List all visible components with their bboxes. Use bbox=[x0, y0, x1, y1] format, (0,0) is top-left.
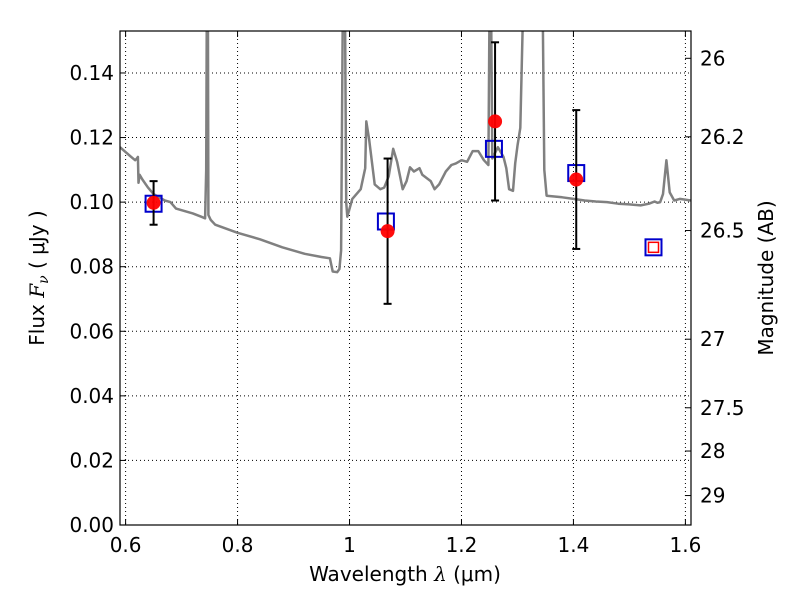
y2-tick-label: 27 bbox=[700, 327, 725, 351]
plot-frame bbox=[119, 30, 692, 526]
y2-axis-label: Magnitude (AB) bbox=[754, 200, 778, 355]
model-photometry-square bbox=[484, 139, 503, 158]
y-axis-label: Flux Fν ( μJy ) bbox=[25, 210, 53, 345]
y-tick-label: 0.00 bbox=[69, 513, 114, 537]
y2-tick-label: 26.2 bbox=[700, 125, 745, 149]
y-tick-label: 0.04 bbox=[69, 384, 114, 408]
y2-tick-label: 28 bbox=[700, 439, 725, 463]
plot-border bbox=[119, 30, 692, 526]
x-tick-label: 0.8 bbox=[222, 533, 254, 557]
y2-tick-label: 26 bbox=[700, 46, 725, 70]
model-photometry-square bbox=[644, 238, 663, 257]
observed-point bbox=[380, 224, 395, 239]
y2-tick-label: 27.5 bbox=[700, 396, 745, 420]
x-tick-label: 0.6 bbox=[110, 533, 142, 557]
y-tick-label: 0.06 bbox=[69, 319, 114, 343]
observed-point bbox=[488, 114, 503, 129]
tick-labels: 0.6 0.8 1 1.2 1.4 1.6 0.00 0.02 0.04 0.06 0.08 0.10… bbox=[69, 46, 744, 557]
y-tick-label: 0.02 bbox=[69, 448, 114, 472]
x-tick-label: 1.2 bbox=[446, 533, 478, 557]
upper-limit-square bbox=[647, 241, 660, 254]
x-tick-label: 1.6 bbox=[669, 533, 701, 557]
y-tick-label: 0.12 bbox=[69, 126, 114, 150]
y-tick-label: 0.08 bbox=[69, 255, 114, 279]
plot-area bbox=[120, 31, 691, 305]
x-axis-label: Wavelength λ (μm) bbox=[309, 562, 501, 586]
y-tick-label: 0.10 bbox=[69, 190, 114, 214]
model-spectrum-line bbox=[120, 31, 691, 274]
observed-point bbox=[146, 195, 161, 210]
y2-tick-label: 26.5 bbox=[700, 219, 745, 243]
y-tick-label: 0.14 bbox=[69, 61, 114, 85]
x-tick-label: 1.4 bbox=[558, 533, 590, 557]
x-tick-label: 1 bbox=[343, 533, 356, 557]
y2-tick-label: 29 bbox=[700, 484, 725, 508]
observed-point bbox=[569, 172, 584, 187]
